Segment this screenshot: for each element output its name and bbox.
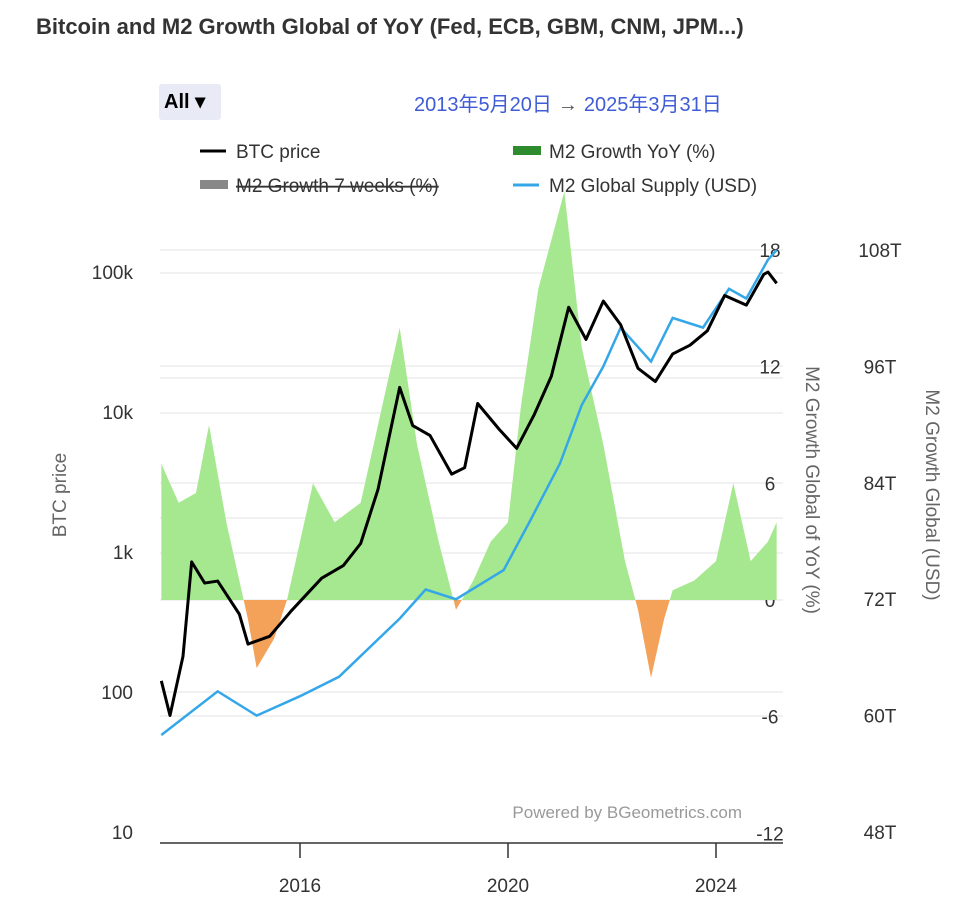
btc-axis-title: BTC price — [50, 453, 71, 537]
legend-label: BTC price — [236, 142, 320, 163]
legend-item[interactable]: M2 Global Supply (USD) — [513, 176, 757, 197]
btc-price-line — [159, 270, 778, 717]
legend-label: M2 Global Supply (USD) — [549, 176, 757, 197]
m2-yoy-axis-tick: -6 — [762, 708, 779, 729]
btc-axis-tick: 100 — [101, 683, 133, 704]
end-date[interactable]: 2025年3月31日 — [583, 94, 722, 116]
m2-supply-axis-tick: 96T — [864, 357, 897, 378]
m2-supply-axis-tick: 108T — [858, 241, 902, 262]
m2-supply-axis-tick: 60T — [864, 707, 897, 728]
m2-yoy-area-positive — [161, 191, 777, 600]
m2-yoy-axis-tick: 12 — [759, 358, 780, 379]
m2-yoy-area-negative — [161, 600, 777, 678]
m2-yoy-axis-tick: 18 — [759, 241, 780, 262]
date-range[interactable]: 2013年5月20日 → 2025年3月31日 — [414, 88, 722, 117]
m2-yoy-axis-tick: 0 — [765, 591, 776, 612]
legend-swatch-icon — [513, 146, 541, 155]
legend-item[interactable]: M2 Growth 7 weeks (%) — [200, 176, 439, 197]
legend-item[interactable]: M2 Growth YoY (%) — [513, 142, 716, 163]
m2-supply-line — [160, 249, 778, 736]
m2-yoy-axis-title: M2 Growth Global of YoY (%) — [801, 366, 822, 614]
legend-label: M2 Growth 7 weeks (%) — [236, 176, 439, 197]
x-axis-tick: 2020 — [487, 876, 529, 897]
m2-supply-axis-title: M2 Growth Global (USD) — [921, 389, 942, 600]
x-axis-tick: 2024 — [695, 876, 738, 897]
watermark: Powered by BGeometrics.com — [512, 803, 742, 822]
btc-axis-tick: 10k — [102, 403, 133, 424]
chart-title: Bitcoin and M2 Growth Global of YoY (Fed… — [36, 14, 744, 39]
legend-swatch-icon — [200, 180, 228, 189]
m2-supply-axis-tick: 84T — [864, 474, 897, 495]
range-selector-dropdown[interactable]: All ▾ — [159, 84, 221, 120]
btc-axis-tick: 100k — [92, 263, 134, 284]
m2-yoy-axis-tick: -12 — [756, 824, 783, 845]
x-axis-tick: 2016 — [279, 876, 321, 897]
btc-axis-tick: 1k — [113, 543, 134, 564]
legend-label: M2 Growth YoY (%) — [549, 142, 716, 163]
arrow: → — [557, 94, 578, 116]
legend-item[interactable]: BTC price — [200, 142, 320, 163]
btc-axis-tick: 10 — [112, 823, 133, 844]
start-date[interactable]: 2013年5月20日 — [414, 94, 552, 116]
m2-supply-axis-tick: 48T — [864, 823, 897, 844]
m2-yoy-axis-tick: 6 — [765, 474, 776, 495]
m2-supply-axis-tick: 72T — [864, 590, 897, 611]
